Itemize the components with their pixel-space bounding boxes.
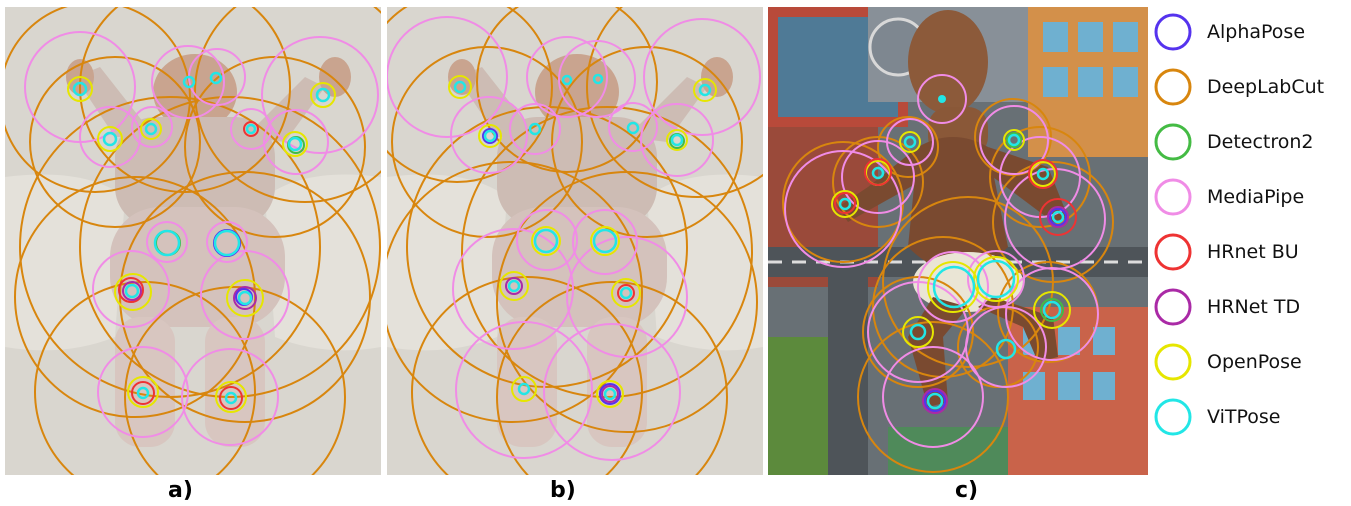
legend-swatch-hrnet-bu: [1154, 233, 1192, 271]
panel-c-canvas: [768, 7, 1148, 475]
legend-label-hrnet-td: HRNet TD: [1207, 296, 1301, 318]
legend-label-mediapipe: MediaPipe: [1207, 186, 1305, 208]
legend-swatch-vitpose: [1154, 398, 1192, 436]
legend-label-hrnet-bu: HRnet BU: [1207, 241, 1299, 263]
panel-b-canvas: [387, 7, 763, 475]
panel-a-infant-photo-keypoints: [5, 7, 381, 475]
legend-item-mediapipe: MediaPipe: [1150, 175, 1350, 227]
legend-swatch-deeplabcut: [1154, 68, 1192, 106]
legend-swatch-detectron2: [1154, 123, 1192, 161]
panel-b-infant-photo-keypoints: [387, 7, 763, 475]
legend-swatch-openpose: [1154, 343, 1192, 381]
legend-label-vitpose: ViTPose: [1207, 406, 1281, 428]
legend-item-detectron2: Detectron2: [1150, 120, 1350, 172]
legend-item-hrnet-bu: HRnet BU: [1150, 230, 1350, 282]
infant-hips: [110, 207, 285, 327]
legend-item-hrnet-td: HRNet TD: [1150, 285, 1350, 337]
panel-a-canvas: [5, 7, 381, 475]
legend-swatch-mediapipe: [1154, 178, 1192, 216]
legend-label-openpose: OpenPose: [1207, 351, 1302, 373]
legend-swatch-hrnet-td: [1154, 288, 1192, 326]
legend-label-alphapose: AlphaPose: [1207, 21, 1306, 43]
legend-label-deeplabcut: DeepLabCut: [1207, 76, 1325, 98]
caption-c: c): [955, 478, 979, 503]
legend-item-openpose: OpenPose: [1150, 340, 1350, 392]
caption-a: a): [168, 478, 193, 503]
doll-head: [908, 10, 988, 114]
legend-item-vitpose: ViTPose: [1150, 395, 1350, 447]
caption-b: b): [550, 478, 576, 503]
legend-item-alphapose: AlphaPose: [1150, 10, 1350, 62]
legend-item-deeplabcut: DeepLabCut: [1150, 65, 1350, 117]
panel-c-doll-on-playmat-keypoints: [768, 7, 1148, 475]
legend-label-detectron2: Detectron2: [1207, 131, 1314, 153]
legend-swatch-alphapose: [1154, 13, 1192, 51]
